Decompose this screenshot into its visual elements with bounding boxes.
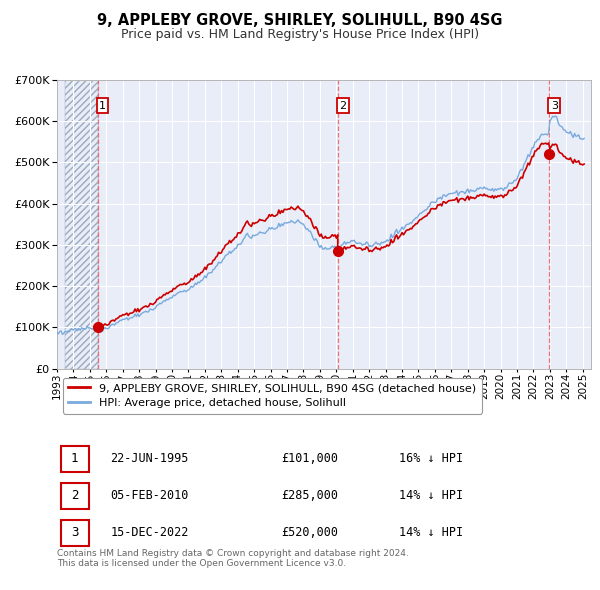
9, APPLEBY GROVE, SHIRLEY, SOLIHULL, B90 4SG (detached house) [141,303,148,310]
FancyBboxPatch shape [61,483,89,509]
Bar [65,80,98,369]
FancyBboxPatch shape [61,446,89,471]
9, APPLEBY GROVE, SHIRLEY, SOLIHULL, B90 4SG (detached house) [545,139,552,146]
Text: £520,000: £520,000 [281,526,338,539]
HPI: Average price, detached house, Solihull: (2.01e+03, 2.99e+05): Average price, detached house, Solihull:… [338,242,346,249]
Text: 3: 3 [71,526,79,539]
HPI: Average price, detached house, Solihull: (2.02e+03, 5.68e+05): Average price, detached house, Solihull:… [538,130,545,137]
Text: 05-FEB-2010: 05-FEB-2010 [110,489,189,502]
9, APPLEBY GROVE, SHIRLEY, SOLIHULL, B90 4SG (detached house) [94,323,101,330]
Text: Contains HM Land Registry data © Crown copyright and database right 2024.
This d: Contains HM Land Registry data © Crown c… [57,549,409,568]
HPI: Average price, detached house, Solihull: (1.99e+03, 8.33e+04): Average price, detached house, Solihull:… [59,331,66,338]
Line: HPI: Average price, detached house, Solihull: HPI: Average price, detached house, Soli… [57,116,584,335]
HPI: Average price, detached house, Solihull: (2.01e+03, 2.95e+05): Average price, detached house, Solihull:… [365,243,373,250]
HPI: Average price, detached house, Solihull: (2.03e+03, 5.58e+05): Average price, detached house, Solihull:… [581,135,588,142]
9, APPLEBY GROVE, SHIRLEY, SOLIHULL, B90 4SG (detached house) [358,245,365,252]
9, APPLEBY GROVE, SHIRLEY, SOLIHULL, B90 4SG (detached house) [96,326,103,333]
HPI: Average price, detached house, Solihull: (2.02e+03, 4.03e+05): Average price, detached house, Solihull:… [431,199,439,206]
Text: 14% ↓ HPI: 14% ↓ HPI [399,489,463,502]
Text: 14% ↓ HPI: 14% ↓ HPI [399,526,463,539]
Text: Price paid vs. HM Land Registry's House Price Index (HPI): Price paid vs. HM Land Registry's House … [121,28,479,41]
9, APPLEBY GROVE, SHIRLEY, SOLIHULL, B90 4SG (detached house) [581,160,588,168]
HPI: Average price, detached house, Solihull: (2.02e+03, 6.12e+05): Average price, detached house, Solihull:… [552,113,559,120]
9, APPLEBY GROVE, SHIRLEY, SOLIHULL, B90 4SG (detached house) [286,205,293,212]
Bar [65,80,98,369]
FancyBboxPatch shape [61,520,89,546]
Text: 1: 1 [71,452,79,466]
Text: 16% ↓ HPI: 16% ↓ HPI [399,452,463,466]
9, APPLEBY GROVE, SHIRLEY, SOLIHULL, B90 4SG (detached house) [266,211,273,218]
Text: £101,000: £101,000 [281,452,338,466]
Text: 9, APPLEBY GROVE, SHIRLEY, SOLIHULL, B90 4SG: 9, APPLEBY GROVE, SHIRLEY, SOLIHULL, B90… [97,13,503,28]
Text: 1: 1 [99,101,106,111]
Text: £285,000: £285,000 [281,489,338,502]
Text: 2: 2 [71,489,79,502]
HPI: Average price, detached house, Solihull: (2.01e+03, 3.35e+05): Average price, detached house, Solihull:… [264,227,271,234]
Text: 15-DEC-2022: 15-DEC-2022 [110,526,189,539]
Text: 2: 2 [339,101,346,111]
9, APPLEBY GROVE, SHIRLEY, SOLIHULL, B90 4SG (detached house) [207,260,214,267]
Text: 3: 3 [551,101,557,111]
HPI: Average price, detached house, Solihull: (1.99e+03, 8.79e+04): Average price, detached house, Solihull:… [53,329,61,336]
Legend: 9, APPLEBY GROVE, SHIRLEY, SOLIHULL, B90 4SG (detached house), HPI: Average pric: 9, APPLEBY GROVE, SHIRLEY, SOLIHULL, B90… [62,378,482,414]
HPI: Average price, detached house, Solihull: (2.02e+03, 4.35e+05): Average price, detached house, Solihull:… [491,185,499,192]
9, APPLEBY GROVE, SHIRLEY, SOLIHULL, B90 4SG (detached house) [226,237,233,244]
Line: 9, APPLEBY GROVE, SHIRLEY, SOLIHULL, B90 4SG (detached house): 9, APPLEBY GROVE, SHIRLEY, SOLIHULL, B90… [98,143,584,329]
Text: 22-JUN-1995: 22-JUN-1995 [110,452,189,466]
